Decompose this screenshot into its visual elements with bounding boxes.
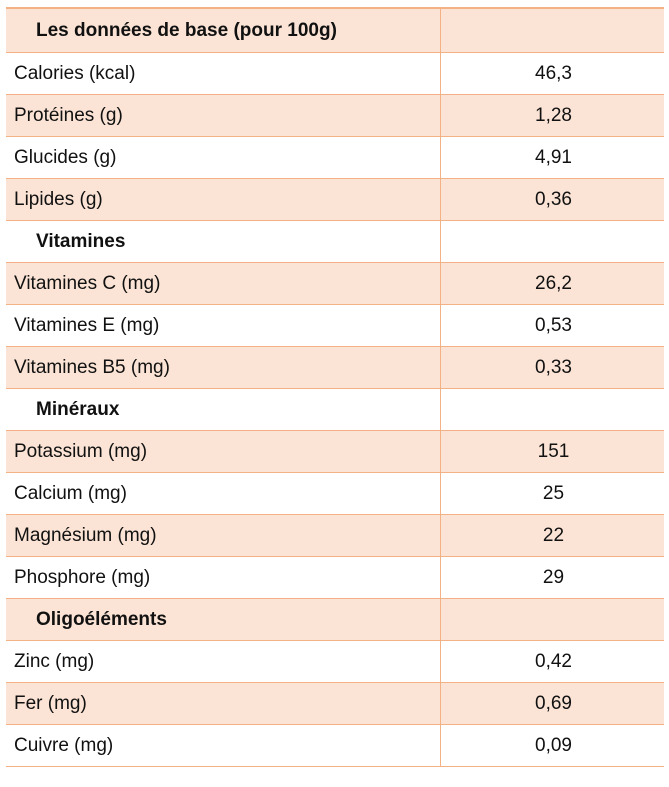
section-header-trace-elements: Oligoéléments: [6, 598, 664, 640]
row-label: Cuivre (mg): [6, 725, 441, 766]
row-label: Fer (mg): [6, 683, 441, 724]
row-label: Vitamines E (mg): [6, 305, 441, 346]
row-value: 1,28: [535, 104, 572, 126]
section-header-minerals: Minéraux: [6, 388, 664, 430]
row-label: Phosphore (mg): [6, 557, 441, 598]
section-title: Vitamines: [6, 221, 441, 262]
row-label: Protéines (g): [6, 95, 441, 136]
table-row: Fer (mg) 0,69: [6, 682, 664, 724]
section-value-empty: [441, 9, 664, 52]
table-row: Vitamines C (mg) 26,2: [6, 262, 664, 304]
row-value: 151: [537, 440, 570, 462]
row-label: Glucides (g): [6, 137, 441, 178]
table-row: Calcium (mg) 25: [6, 472, 664, 514]
section-value-empty: [441, 389, 664, 430]
row-label: Calories (kcal): [6, 53, 441, 94]
section-value-empty: [441, 221, 664, 262]
row-value: 26,2: [535, 272, 572, 294]
row-value: 0,42: [535, 650, 572, 672]
row-label: Vitamines C (mg): [6, 263, 441, 304]
table-row: Zinc (mg) 0,42: [6, 640, 664, 682]
table-row: Lipides (g) 0,36: [6, 178, 664, 220]
row-label: Potassium (mg): [6, 431, 441, 472]
section-value-empty: [441, 599, 664, 640]
table-row: Vitamines E (mg) 0,53: [6, 304, 664, 346]
table-row: Calories (kcal) 46,3: [6, 52, 664, 94]
row-value: 29: [542, 566, 565, 588]
row-value: 0,09: [535, 734, 572, 756]
row-value: 0,69: [535, 692, 572, 714]
section-title: Oligoéléments: [6, 599, 441, 640]
table-row: Glucides (g) 4,91: [6, 136, 664, 178]
table-row: Cuivre (mg) 0,09: [6, 724, 664, 766]
section-header-vitamins: Vitamines: [6, 220, 664, 262]
row-label: Calcium (mg): [6, 473, 441, 514]
row-label: Zinc (mg): [6, 641, 441, 682]
section-title: Les données de base (pour 100g): [6, 9, 441, 52]
row-label: Lipides (g): [6, 179, 441, 220]
row-value: 4,91: [535, 146, 572, 168]
table-row: Potassium (mg) 151: [6, 430, 664, 472]
section-title: Minéraux: [6, 389, 441, 430]
row-value: 22: [542, 524, 565, 546]
row-label: Magnésium (mg): [6, 515, 441, 556]
row-value: 0,36: [535, 188, 572, 210]
row-value: 46,3: [535, 62, 572, 84]
nutrition-table: Les données de base (pour 100g) Calories…: [6, 7, 664, 767]
table-row: Vitamines B5 (mg) 0,33: [6, 346, 664, 388]
table-row: Magnésium (mg) 22: [6, 514, 664, 556]
section-header-base: Les données de base (pour 100g): [6, 9, 664, 52]
row-label: Vitamines B5 (mg): [6, 347, 441, 388]
row-value: 0,33: [535, 356, 572, 378]
row-value: 25: [542, 482, 565, 504]
row-value: 0,53: [535, 314, 572, 336]
table-row: Protéines (g) 1,28: [6, 94, 664, 136]
table-row: Phosphore (mg) 29: [6, 556, 664, 598]
